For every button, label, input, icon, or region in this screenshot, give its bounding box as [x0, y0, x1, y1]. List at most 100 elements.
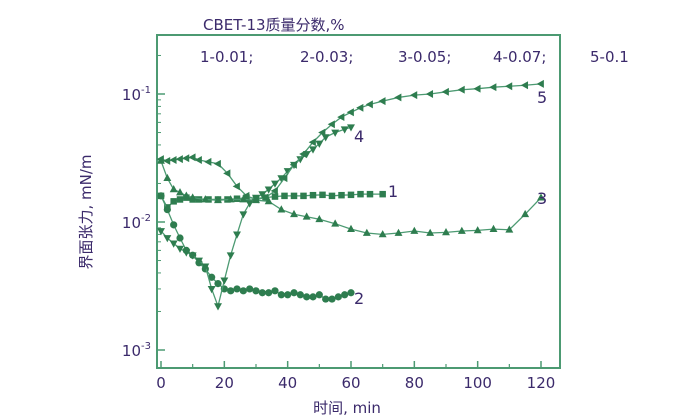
data-point	[270, 186, 278, 195]
data-point	[300, 192, 307, 200]
chart-series-layer	[156, 79, 545, 311]
data-point	[175, 155, 183, 164]
data-point	[233, 285, 241, 293]
data-point	[489, 83, 497, 92]
data-point	[473, 84, 481, 93]
curve-label-5: 5	[537, 88, 547, 107]
data-point	[233, 195, 241, 202]
curve-label-1: 1	[388, 182, 398, 201]
data-point	[457, 226, 466, 234]
data-point	[347, 124, 355, 132]
data-point	[163, 235, 172, 243]
data-point	[220, 277, 229, 285]
data-point	[356, 103, 364, 112]
data-point	[290, 289, 298, 297]
data-point	[188, 193, 197, 201]
data-point	[214, 280, 222, 288]
data-point	[239, 211, 248, 219]
curve-label-2: 2	[354, 289, 364, 308]
data-point	[157, 228, 165, 236]
data-point	[176, 245, 184, 253]
data-point	[204, 157, 212, 166]
data-point	[521, 209, 530, 218]
data-point	[378, 230, 387, 238]
data-point	[442, 228, 450, 236]
data-point	[227, 287, 235, 295]
data-point	[327, 120, 335, 129]
y-axis-title: 界面张力, mN/m	[77, 154, 95, 269]
data-point	[346, 108, 354, 117]
data-point	[296, 291, 304, 299]
x-tick-label: 120	[527, 374, 556, 392]
data-point	[239, 195, 248, 203]
data-point	[226, 195, 235, 203]
data-point	[271, 287, 279, 295]
data-point	[315, 140, 324, 148]
data-point	[284, 291, 292, 299]
data-point	[163, 205, 171, 214]
x-tick-label: 40	[278, 374, 297, 392]
legend-entry-2: 2-0.03;	[300, 48, 353, 66]
legend-entry-1: 1-0.01;	[200, 48, 253, 66]
data-point	[366, 190, 374, 198]
data-point	[213, 159, 221, 168]
plot-frame	[156, 34, 561, 369]
data-point	[188, 252, 197, 260]
data-point	[347, 224, 355, 232]
data-point	[362, 228, 371, 236]
data-point	[264, 197, 273, 205]
data-point	[280, 174, 288, 183]
data-point	[277, 205, 286, 213]
curve-label-3: 3	[537, 189, 547, 208]
legend-entry-3: 3-0.05;	[398, 48, 451, 66]
data-point	[340, 126, 349, 134]
data-point	[169, 185, 178, 193]
data-point	[365, 100, 373, 109]
data-point	[157, 192, 165, 200]
data-point	[309, 146, 317, 154]
data-point	[242, 191, 250, 200]
data-point	[264, 186, 273, 194]
x-axis-title: 时间, min	[313, 399, 381, 417]
data-point	[251, 195, 259, 204]
data-point	[357, 190, 364, 198]
y-tick-label: 10-1	[122, 85, 151, 104]
series-line-5	[160, 83, 542, 201]
data-point	[334, 293, 342, 301]
data-point	[309, 191, 317, 199]
data-point	[226, 252, 235, 260]
data-point	[347, 191, 355, 199]
data-point	[170, 198, 177, 205]
data-point	[473, 226, 482, 234]
data-point	[176, 234, 184, 242]
x-tick-label: 80	[405, 374, 424, 392]
data-point	[176, 188, 184, 196]
data-point	[341, 291, 349, 299]
data-point	[182, 154, 190, 163]
data-point	[261, 193, 269, 202]
data-point	[188, 153, 196, 162]
x-tick-label: 0	[156, 374, 166, 392]
x-tick-label: 100	[463, 374, 492, 392]
legend-title: CBET-13质量分数,%	[203, 16, 345, 34]
series-line-2	[160, 195, 352, 300]
data-point	[536, 79, 544, 88]
data-point	[195, 196, 203, 203]
data-point	[223, 169, 231, 178]
data-point	[265, 289, 273, 297]
data-point	[410, 91, 418, 100]
data-point	[347, 289, 355, 297]
data-point	[281, 192, 288, 200]
legend-entry-5: 5-0.1	[590, 48, 629, 66]
data-point	[379, 190, 386, 198]
data-point	[277, 291, 285, 299]
data-point	[194, 156, 202, 164]
data-point	[271, 180, 279, 188]
y-tick-label: 10-3	[122, 341, 151, 360]
series-2	[157, 192, 355, 303]
data-point	[308, 138, 316, 147]
data-point	[182, 191, 191, 199]
series-3	[157, 156, 545, 238]
curve-label-4: 4	[354, 127, 364, 146]
